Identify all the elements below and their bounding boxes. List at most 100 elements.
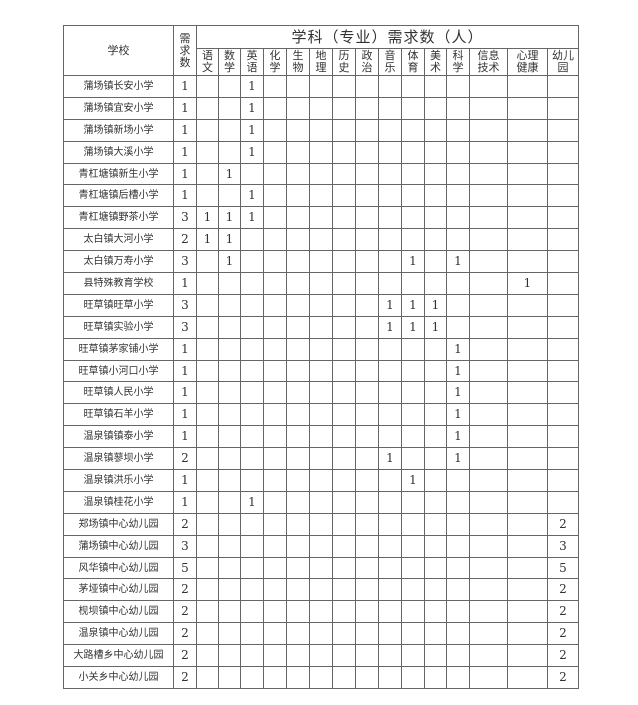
- school-name: 旺草镇小河口小学: [63, 359, 174, 383]
- subject-count: [378, 644, 402, 668]
- subject-count: [547, 381, 579, 405]
- subject-count: [263, 206, 287, 230]
- subject-count: [196, 447, 219, 471]
- subject-count: [355, 184, 379, 208]
- subject-count: [286, 206, 310, 230]
- subject-count: [355, 534, 379, 558]
- subject-count: [507, 469, 548, 492]
- subject-count: [507, 425, 548, 449]
- subject-count: [446, 644, 470, 668]
- subject-count: [218, 118, 241, 142]
- demand-total: 1: [173, 96, 197, 120]
- subject-count: [378, 381, 402, 405]
- subject-count: [196, 75, 219, 98]
- subject-count: 1: [218, 162, 241, 186]
- subject-count: [355, 622, 379, 646]
- subject-count: [332, 293, 356, 317]
- subject-count: 1: [446, 359, 470, 383]
- subject-count: [401, 578, 425, 602]
- subject-count: [355, 512, 379, 536]
- subject-count: [401, 184, 425, 208]
- subject-count: [196, 250, 219, 274]
- subject-count: [469, 447, 508, 471]
- subject-count: [286, 272, 310, 295]
- subject-count: [424, 228, 447, 252]
- subject-count: [424, 206, 447, 230]
- subject-count: [424, 403, 447, 427]
- subject-count: [401, 359, 425, 383]
- subject-count: 1: [240, 96, 264, 120]
- header-subject: 信息技术: [469, 48, 508, 76]
- subject-count: [263, 337, 287, 361]
- subject-count: [286, 96, 310, 120]
- subject-count: [196, 381, 219, 405]
- subject-count: [196, 184, 219, 208]
- school-name: 旺草镇实验小学: [63, 315, 174, 339]
- subject-count: [263, 272, 287, 295]
- subject-count: [469, 184, 508, 208]
- table-row: 旺草镇茅家铺小学 1 1: [63, 337, 579, 361]
- subject-count: [507, 228, 548, 252]
- subject-count: [309, 556, 333, 580]
- subject-count: [196, 490, 219, 514]
- subject-count: [218, 469, 241, 492]
- subject-count: [309, 469, 333, 492]
- subject-count: [263, 403, 287, 427]
- subject-count: [286, 666, 310, 689]
- subject-count: [263, 644, 287, 668]
- table-row: 旺草镇小河口小学 1 1: [63, 359, 579, 383]
- subject-count: [309, 315, 333, 339]
- subject-count: [401, 140, 425, 164]
- header-school: 学校: [63, 25, 174, 76]
- subject-count: [547, 140, 579, 164]
- subject-count: [446, 315, 470, 339]
- demand-total: 1: [173, 425, 197, 449]
- subject-count: [547, 403, 579, 427]
- school-name: 小关乡中心幼儿园: [63, 666, 174, 689]
- subject-count: [196, 118, 219, 142]
- subject-count: [263, 622, 287, 646]
- demand-total: 3: [173, 293, 197, 317]
- subject-count: [424, 425, 447, 449]
- subject-count: [263, 162, 287, 186]
- subject-count: [196, 337, 219, 361]
- subject-count: [263, 425, 287, 449]
- subject-count: [547, 75, 579, 98]
- subject-count: [355, 359, 379, 383]
- subject-count: [378, 512, 402, 536]
- subject-count: [424, 490, 447, 514]
- school-name: 青杠塘镇新生小学: [63, 162, 174, 186]
- subject-count: [424, 118, 447, 142]
- subject-count: [286, 315, 310, 339]
- school-name: 旺草镇茅家铺小学: [63, 337, 174, 361]
- header-subject: 科学: [446, 48, 470, 76]
- table-row: 旺草镇人民小学 1 1: [63, 381, 579, 405]
- subject-count: [218, 315, 241, 339]
- subject-count: [469, 250, 508, 274]
- subject-count: [401, 600, 425, 624]
- header-subject: 数学: [218, 48, 241, 76]
- subject-count: [263, 228, 287, 252]
- subject-count: [263, 447, 287, 471]
- subject-count: [424, 600, 447, 624]
- subject-count: [332, 644, 356, 668]
- subject-count: [240, 359, 264, 383]
- subject-count: 1: [401, 469, 425, 492]
- subject-count: [469, 600, 508, 624]
- subject-count: [446, 140, 470, 164]
- subject-count: [240, 425, 264, 449]
- subject-count: 1: [446, 250, 470, 274]
- table-row: 青杠塘镇新生小学 1 1: [63, 162, 579, 186]
- subject-count: [469, 578, 508, 602]
- subject-count: [469, 359, 508, 383]
- subject-count: 2: [547, 600, 579, 624]
- subject-count: [424, 512, 447, 536]
- subject-count: 2: [547, 666, 579, 689]
- subject-count: [378, 490, 402, 514]
- subject-count: [240, 644, 264, 668]
- subject-count: [355, 206, 379, 230]
- subject-count: [196, 272, 219, 295]
- table-row: 温泉镇蓼坝小学 2 1 1: [63, 447, 579, 471]
- table-row: 温泉镇桂花小学 1 1: [63, 490, 579, 514]
- demand-total: 2: [173, 644, 197, 668]
